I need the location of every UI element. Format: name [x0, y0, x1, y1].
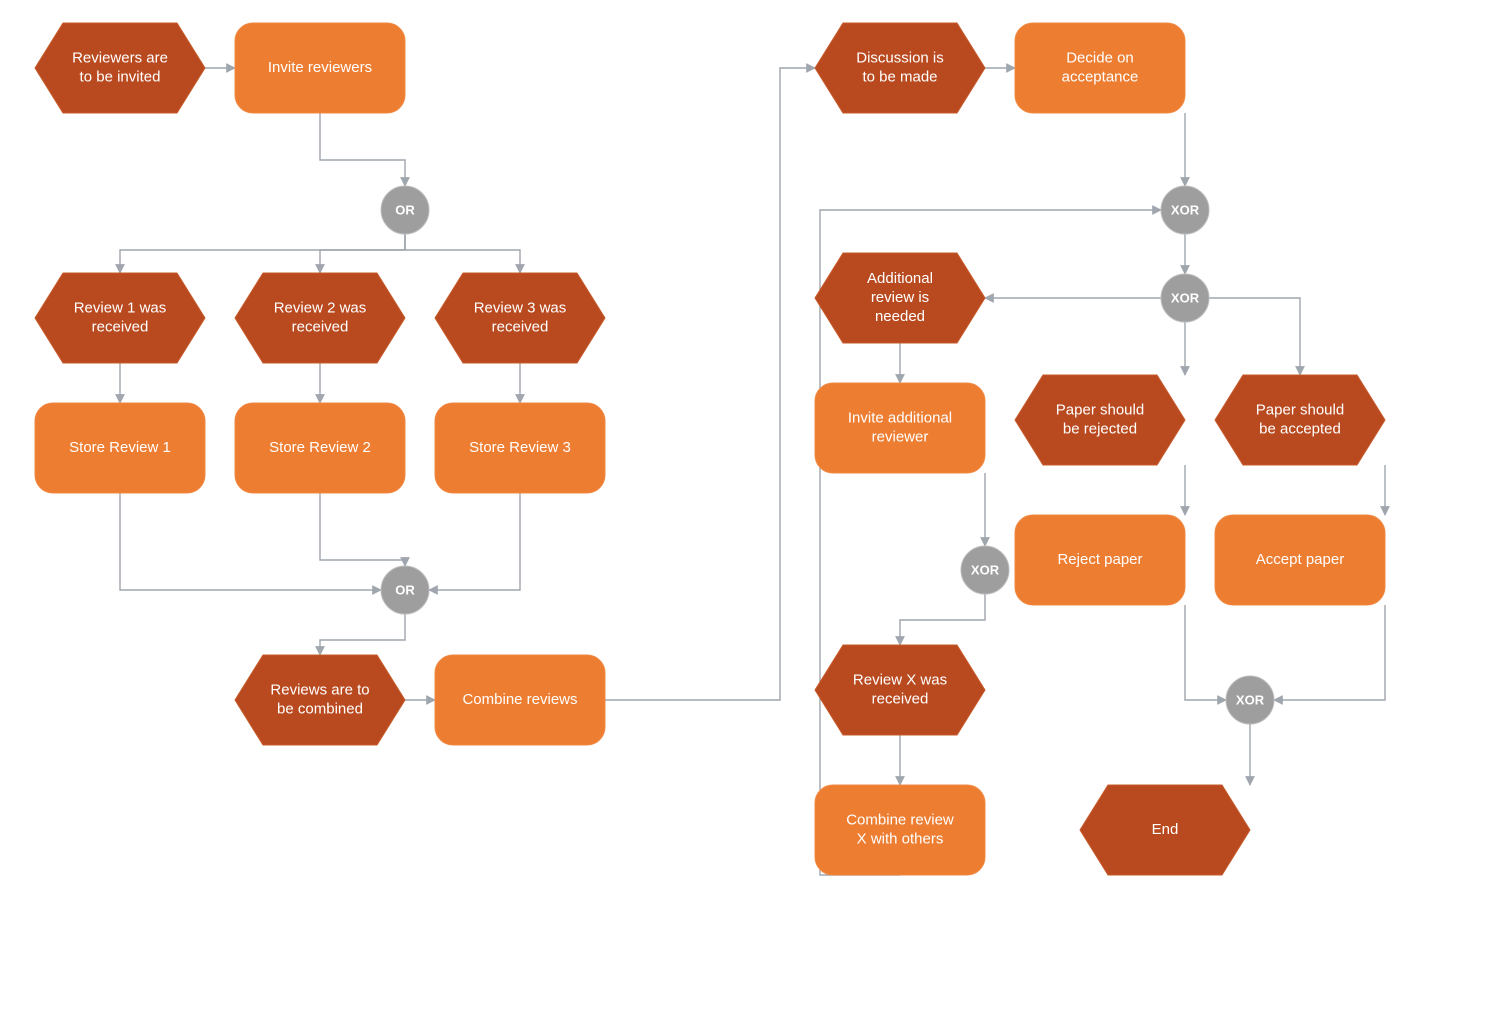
- node-label: Combine review: [846, 811, 954, 828]
- edge: [429, 493, 520, 590]
- node-label: to be made: [862, 68, 937, 85]
- node-label: Review 2 was: [274, 299, 367, 316]
- edge: [900, 594, 985, 645]
- event-ev-rev3: Review 3 was received: [435, 273, 605, 363]
- nodes: Reviewers are to be invited Invite reviewe…: [35, 23, 1385, 875]
- node-label: be rejected: [1063, 420, 1137, 437]
- edge: [320, 614, 405, 655]
- connector-label: OR: [395, 202, 415, 217]
- function-fn-combinex: Combine review X with others: [815, 785, 985, 875]
- node-label: Review 1 was: [74, 299, 167, 316]
- function-fn-invite-addl: Invite additional reviewer: [815, 383, 985, 473]
- node-label: received: [92, 318, 149, 335]
- edge: [1209, 298, 1300, 375]
- event-ev-combine: Reviews are to be combined: [235, 655, 405, 745]
- edge: [405, 234, 520, 273]
- node-label: Reject paper: [1057, 551, 1142, 568]
- edge: [320, 493, 405, 566]
- node-label: X with others: [857, 830, 944, 847]
- connector-label: XOR: [1171, 202, 1200, 217]
- connector-xor-2: XOR: [1161, 274, 1209, 322]
- node-label: be combined: [277, 700, 363, 717]
- connector-xor-1: XOR: [1161, 186, 1209, 234]
- edge: [120, 493, 381, 590]
- connector-xor-4: XOR: [1226, 676, 1274, 724]
- event-ev-discuss: Discussion is to be made: [815, 23, 985, 113]
- edge: [605, 68, 815, 700]
- node-label: Reviews are to: [270, 681, 369, 698]
- edge: [120, 234, 405, 273]
- event-ev-accept: Paper should be accepted: [1215, 375, 1385, 465]
- edge: [1185, 605, 1226, 700]
- node-label: Store Review 3: [469, 439, 571, 456]
- node-label: to be invited: [80, 68, 161, 85]
- connector-or-bot: OR: [381, 566, 429, 614]
- node-label: Review 3 was: [474, 299, 567, 316]
- function-fn-reject: Reject paper: [1015, 515, 1185, 605]
- node-label: Combine reviews: [462, 691, 577, 708]
- event-ev-invite: Reviewers are to be invited: [35, 23, 205, 113]
- node-label: Review X was: [853, 671, 947, 688]
- connector-label: OR: [395, 582, 415, 597]
- node-label: Accept paper: [1256, 551, 1344, 568]
- node-label: Store Review 1: [69, 439, 171, 456]
- node-label: Store Review 2: [269, 439, 371, 456]
- node-label: Invite additional: [848, 409, 952, 426]
- function-fn-invite: Invite reviewers: [235, 23, 405, 113]
- connector-label: XOR: [1236, 692, 1265, 707]
- connector-label: XOR: [1171, 290, 1200, 305]
- event-ev-addl: Additional review is needed: [815, 253, 985, 343]
- node-label: Invite reviewers: [268, 59, 372, 76]
- connector-label: XOR: [971, 562, 1000, 577]
- event-ev-end: End: [1080, 785, 1250, 875]
- event-ev-rev2: Review 2 was received: [235, 273, 405, 363]
- edge: [320, 234, 405, 273]
- function-fn-combine: Combine reviews: [435, 655, 605, 745]
- node-label: acceptance: [1062, 68, 1139, 85]
- node-label: received: [292, 318, 349, 335]
- node-label: Additional: [867, 270, 933, 287]
- node-label: needed: [875, 308, 925, 325]
- connector-xor-3: XOR: [961, 546, 1009, 594]
- node-label: Discussion is: [856, 49, 944, 66]
- epc-flowchart: Reviewers are to be invited Invite reviewe…: [0, 0, 1500, 1024]
- node-label: reviewer: [872, 428, 929, 445]
- node-label: Paper should: [1056, 401, 1144, 418]
- connector-or-top: OR: [381, 186, 429, 234]
- function-fn-decide: Decide on acceptance: [1015, 23, 1185, 113]
- event-ev-reject: Paper should be rejected: [1015, 375, 1185, 465]
- node-label: received: [492, 318, 549, 335]
- edge: [320, 113, 405, 186]
- node-label: Decide on: [1066, 49, 1134, 66]
- event-ev-rev1: Review 1 was received: [35, 273, 205, 363]
- node-label: Reviewers are: [72, 49, 168, 66]
- node-label: be accepted: [1259, 420, 1341, 437]
- node-label: received: [872, 690, 929, 707]
- node-label: review is: [871, 289, 929, 306]
- function-fn-store3: Store Review 3: [435, 403, 605, 493]
- node-label: Paper should: [1256, 401, 1344, 418]
- edge: [1274, 605, 1385, 700]
- function-fn-store1: Store Review 1: [35, 403, 205, 493]
- event-ev-revx: Review X was received: [815, 645, 985, 735]
- node-label: End: [1152, 821, 1179, 838]
- function-fn-store2: Store Review 2: [235, 403, 405, 493]
- function-fn-accept: Accept paper: [1215, 515, 1385, 605]
